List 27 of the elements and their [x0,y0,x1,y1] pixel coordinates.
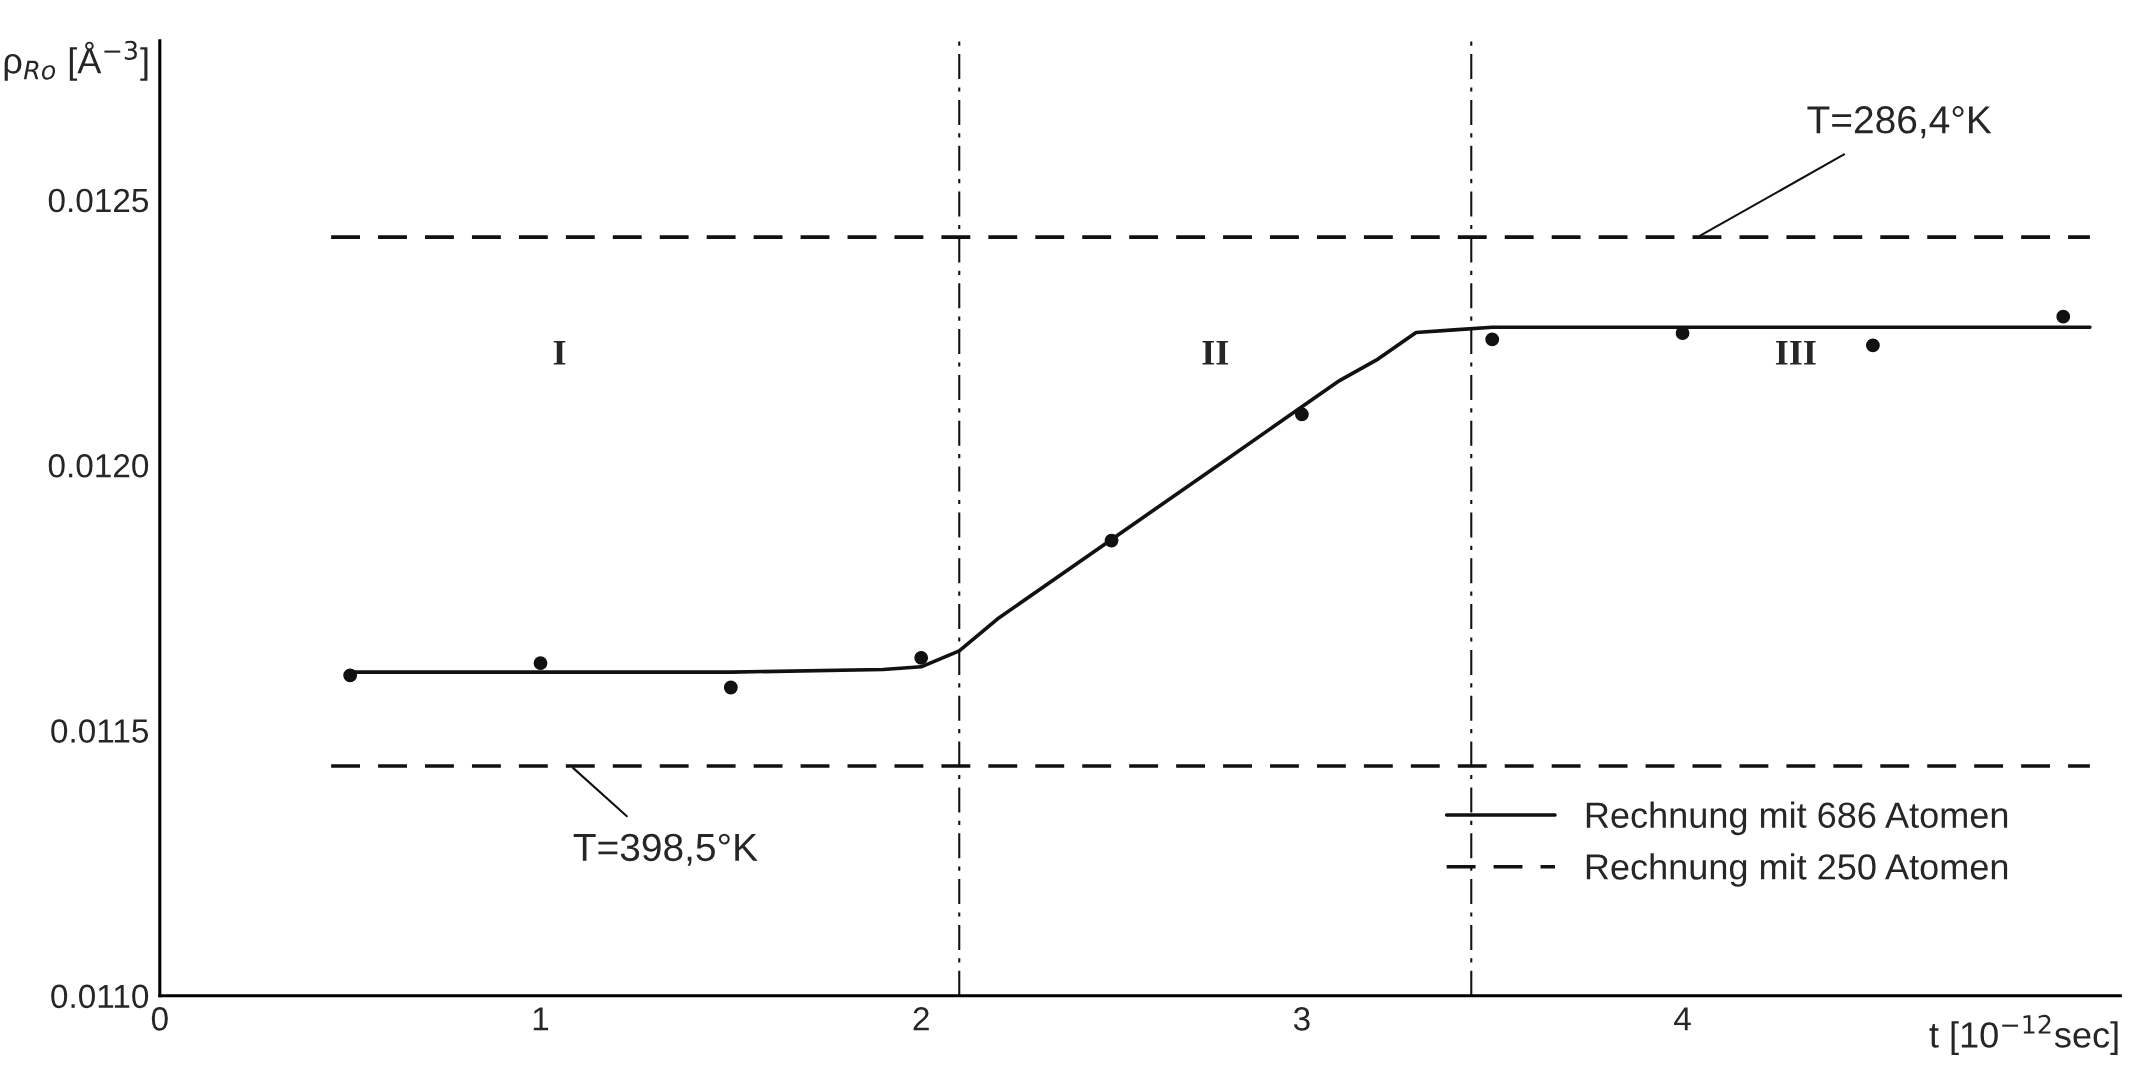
legend-label: Rechnung mit 686 Atomen [1586,801,2008,836]
point [2056,309,2071,324]
x-tick-label: 1 [533,1007,549,1031]
annotation: T=286,4°K [1807,106,1992,139]
x-tick-label: 0 [151,1007,168,1031]
point [1865,338,1880,353]
y-tick-label: 0.0125 [48,188,149,213]
annotation: T=398,5°K [573,833,758,866]
annotation: II [1202,340,1229,365]
x-axis-title: t [10$^{−12}$sec] [1929,1014,2118,1055]
y-axis-title: ρ$_{Ro}$ [Å$^{−3}$] [4,40,148,81]
legend-label: Rechnung mit 250 Atomen [1586,853,2008,887]
x-tick-label: 2 [913,1007,929,1031]
point [1485,332,1500,347]
annotation: III [1775,340,1816,365]
x-tick-label: 3 [1293,1007,1310,1031]
point [533,656,548,671]
point [1294,407,1309,422]
y-tick-label: 0.0110 [51,984,149,1009]
y-tick-label: 0.0120 [48,454,149,478]
point [914,650,929,665]
point [343,668,358,683]
point [1104,533,1119,548]
point [723,680,738,695]
annotation: I [553,340,566,365]
x-tick-label: 4 [1674,1007,1691,1031]
y-tick-label: 0.0115 [51,719,149,743]
